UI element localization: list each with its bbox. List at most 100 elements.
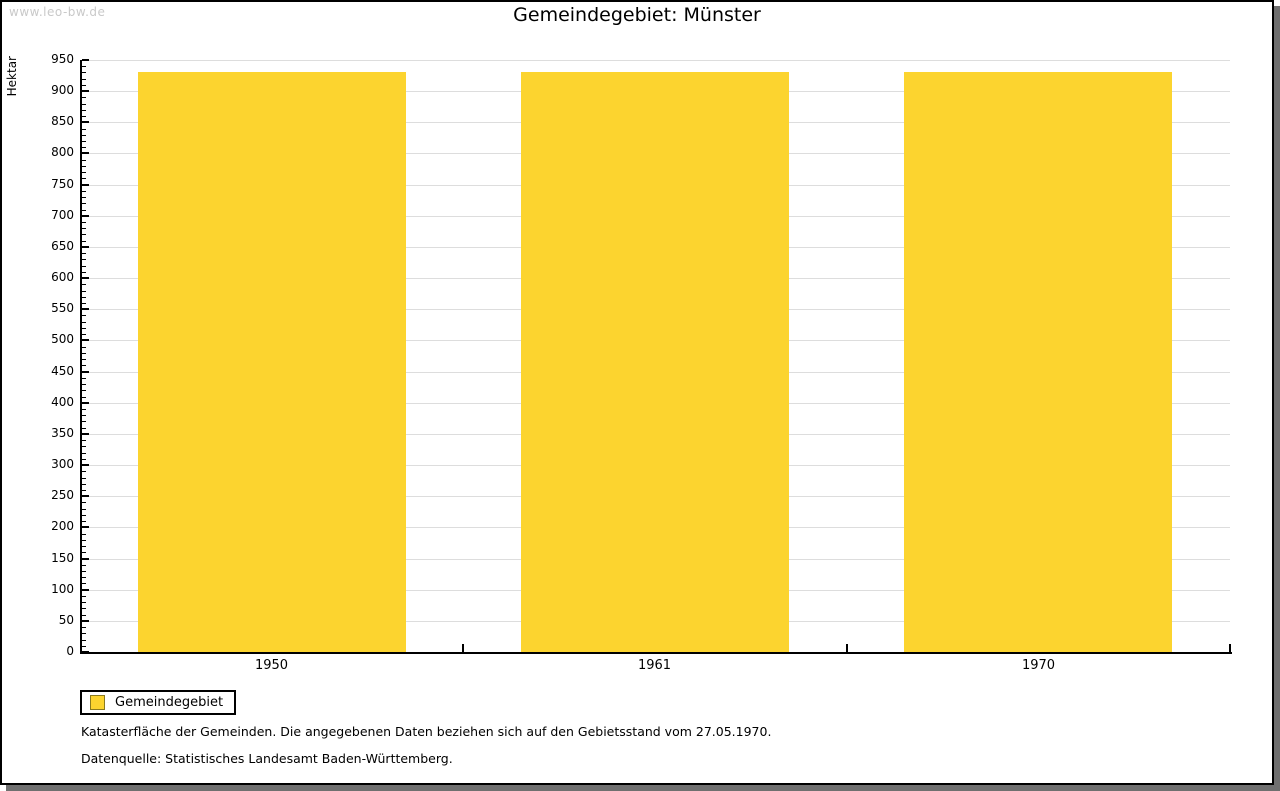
y-tick-minor xyxy=(82,565,86,566)
y-tick-minor xyxy=(82,521,86,522)
chart-title: Gemeindegebiet: Münster xyxy=(513,4,761,26)
y-tick-major xyxy=(82,184,89,186)
y-tick-major xyxy=(82,402,89,404)
y-tick-major xyxy=(82,121,89,123)
y-tick-minor xyxy=(82,577,86,578)
y-tick-minor xyxy=(82,259,86,260)
y-tick-minor xyxy=(82,608,86,609)
y-tick-minor xyxy=(82,253,86,254)
y-tick-label: 850 xyxy=(51,114,74,128)
x-tick-label: 1950 xyxy=(254,658,289,673)
y-tick-minor xyxy=(82,234,86,235)
x-category-tick xyxy=(1229,644,1231,652)
y-tick-major xyxy=(82,558,89,560)
y-tick-minor xyxy=(82,85,86,86)
y-tick-major xyxy=(82,526,89,528)
y-tick-major xyxy=(82,152,89,154)
bar-1961 xyxy=(521,72,789,652)
y-tick-label: 300 xyxy=(51,457,74,471)
legend-swatch-icon xyxy=(90,695,105,710)
y-tick-minor xyxy=(82,266,86,267)
y-tick-minor xyxy=(82,97,86,98)
gridline xyxy=(82,60,1230,61)
y-tick-major xyxy=(82,215,89,217)
y-tick-major xyxy=(82,371,89,373)
y-tick-minor xyxy=(82,210,86,211)
y-tick-minor xyxy=(82,79,86,80)
y-tick-minor xyxy=(82,502,86,503)
y-tick-major xyxy=(82,620,89,622)
y-axis-line xyxy=(80,60,82,654)
y-tick-label: 750 xyxy=(51,177,74,191)
y-tick-minor xyxy=(82,459,86,460)
y-tick-minor xyxy=(82,203,86,204)
y-tick-label: 150 xyxy=(51,551,74,565)
y-tick-major xyxy=(82,433,89,435)
y-tick-label: 500 xyxy=(51,332,74,346)
y-tick-minor xyxy=(82,66,86,67)
y-tick-minor xyxy=(82,315,86,316)
y-tick-minor xyxy=(82,627,86,628)
y-tick-minor xyxy=(82,378,86,379)
y-tick-label: 900 xyxy=(51,83,74,97)
y-tick-minor xyxy=(82,490,86,491)
y-tick-minor xyxy=(82,322,86,323)
y-tick-minor xyxy=(82,478,86,479)
y-tick-minor xyxy=(82,602,86,603)
x-category-tick xyxy=(462,644,464,652)
y-tick-minor xyxy=(82,334,86,335)
x-category-tick xyxy=(846,644,848,652)
y-tick-minor xyxy=(82,347,86,348)
y-tick-minor xyxy=(82,191,86,192)
y-tick-minor xyxy=(82,72,86,73)
y-tick-minor xyxy=(82,453,86,454)
x-axis-line xyxy=(80,652,1232,654)
y-tick-minor xyxy=(82,222,86,223)
y-tick-minor xyxy=(82,303,86,304)
y-tick-major xyxy=(82,589,89,591)
y-tick-minor xyxy=(82,353,86,354)
y-tick-minor xyxy=(82,166,86,167)
y-tick-minor xyxy=(82,552,86,553)
y-tick-minor xyxy=(82,440,86,441)
y-tick-minor xyxy=(82,596,86,597)
y-tick-minor xyxy=(82,615,86,616)
y-tick-minor xyxy=(82,534,86,535)
y-tick-label: 250 xyxy=(51,488,74,502)
y-tick-label: 100 xyxy=(51,582,74,596)
y-tick-minor xyxy=(82,359,86,360)
y-tick-minor xyxy=(82,241,86,242)
y-tick-minor xyxy=(82,197,86,198)
y-tick-minor xyxy=(82,284,86,285)
footnote-source-note: Katasterfläche der Gemeinden. Die angege… xyxy=(81,724,772,739)
y-tick-label: 350 xyxy=(51,426,74,440)
legend-label: Gemeindegebiet xyxy=(115,695,224,710)
y-tick-minor xyxy=(82,178,86,179)
y-tick-label: 0 xyxy=(66,644,74,658)
y-tick-minor xyxy=(82,147,86,148)
y-tick-minor xyxy=(82,571,86,572)
y-tick-minor xyxy=(82,428,86,429)
bar-1970 xyxy=(904,72,1172,652)
legend: Gemeindegebiet xyxy=(80,690,237,715)
y-tick-minor xyxy=(82,646,86,647)
y-tick-label: 400 xyxy=(51,395,74,409)
x-tick-label: 1970 xyxy=(1021,658,1056,673)
y-tick-minor xyxy=(82,328,86,329)
y-tick-minor xyxy=(82,397,86,398)
y-tick-label: 950 xyxy=(51,52,74,66)
y-tick-label: 200 xyxy=(51,519,74,533)
y-tick-minor xyxy=(82,421,86,422)
y-tick-minor xyxy=(82,129,86,130)
y-tick-major xyxy=(82,246,89,248)
y-tick-minor xyxy=(82,116,86,117)
y-tick-major xyxy=(82,59,89,61)
y-tick-label: 50 xyxy=(58,613,74,627)
y-tick-minor xyxy=(82,172,86,173)
y-tick-minor xyxy=(82,640,86,641)
y-tick-minor xyxy=(82,633,86,634)
y-tick-minor xyxy=(82,446,86,447)
y-tick-label: 700 xyxy=(51,208,74,222)
y-tick-minor xyxy=(82,228,86,229)
